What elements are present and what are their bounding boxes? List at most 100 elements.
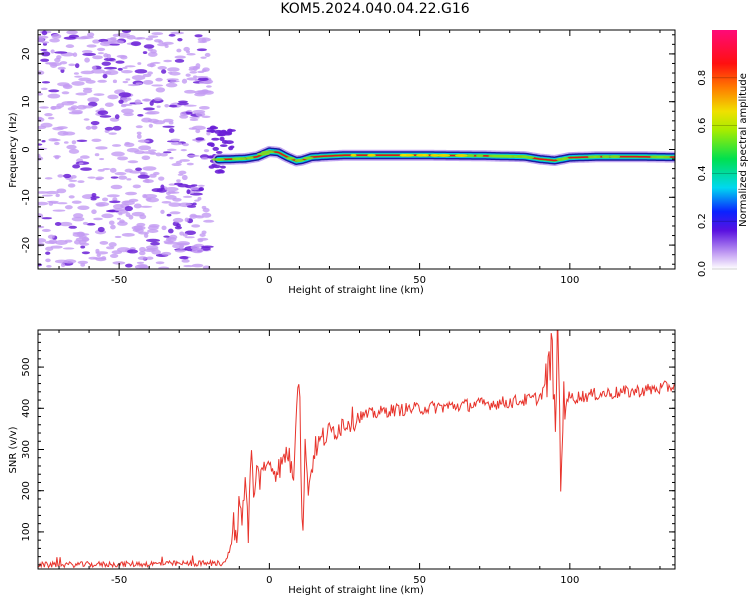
noise-speckle	[177, 102, 189, 106]
noise-speckle	[66, 30, 78, 35]
noise-speckle	[139, 205, 153, 208]
noise-speckle	[206, 131, 211, 136]
noise-speckle	[71, 200, 82, 204]
noise-speckle	[159, 152, 168, 157]
noise-speckle	[212, 146, 219, 151]
noise-speckle	[45, 258, 51, 263]
noise-speckle	[112, 79, 118, 84]
noise-speckle	[169, 211, 181, 215]
noise-speckle	[150, 241, 160, 246]
noise-speckle	[182, 143, 189, 147]
noise-speckle	[86, 222, 96, 226]
noise-speckle	[45, 251, 51, 255]
noise-speckle	[80, 263, 86, 267]
noise-speckle	[106, 194, 120, 198]
noise-speckle	[196, 48, 208, 52]
noise-speckle	[168, 202, 182, 207]
noise-speckle	[115, 60, 125, 64]
noise-speckle	[101, 256, 107, 260]
noise-speckle	[108, 209, 116, 213]
noise-speckle	[161, 201, 172, 204]
noise-speckle	[84, 57, 90, 63]
noise-speckle	[191, 224, 201, 228]
noise-speckle	[155, 77, 163, 82]
noise-speckle	[126, 178, 132, 181]
noise-speckle	[168, 183, 176, 186]
noise-speckle	[146, 238, 160, 243]
noise-speckle	[41, 194, 53, 197]
noise-speckle	[165, 82, 178, 88]
snr-panel: -50 0 50 100 100 200 300 400 500 Height of stra…	[8, 329, 676, 596]
figure-title: KOM5.2024.040.04.22.G16	[280, 1, 470, 17]
noise-speckle	[76, 139, 88, 143]
ridge-highlight	[454, 154, 469, 157]
noise-speckle	[204, 52, 211, 58]
noise-speckle	[62, 84, 71, 88]
noise-speckle	[102, 168, 111, 171]
colorbar-tick-label: 0.8	[697, 70, 708, 86]
noise-speckle	[117, 156, 129, 161]
noise-speckle	[146, 197, 160, 203]
noise-speckle	[91, 192, 97, 198]
noise-speckle	[117, 67, 123, 71]
noise-speckle	[192, 66, 198, 72]
noise-speckle	[207, 142, 214, 146]
noise-speckle	[108, 242, 117, 247]
x-tick-label: -50	[111, 575, 127, 586]
noise-speckle	[180, 149, 188, 152]
noise-speckle	[117, 247, 131, 253]
noise-speckle	[227, 129, 236, 132]
y-tick-label: -10	[21, 189, 32, 205]
y-tick-label: -20	[21, 237, 32, 253]
noise-speckle	[219, 144, 228, 148]
noise-speckle	[186, 162, 194, 166]
noise-speckle	[38, 242, 45, 247]
noise-speckle	[77, 260, 89, 265]
noise-speckle	[138, 250, 146, 256]
noise-speckle	[156, 105, 161, 108]
ridge-highlight	[524, 155, 535, 159]
noise-speckle	[222, 132, 232, 136]
noise-speckle	[95, 176, 105, 180]
noise-speckle	[171, 163, 182, 167]
snr-frame	[37, 329, 676, 570]
noise-speckle	[130, 41, 142, 47]
noise-speckle	[48, 62, 62, 67]
noise-speckle	[132, 184, 141, 189]
noise-speckle	[145, 37, 154, 41]
noise-speckle	[153, 97, 163, 102]
noise-speckle	[110, 184, 123, 190]
noise-speckle	[73, 213, 84, 219]
noise-speckle	[97, 79, 107, 83]
noise-speckle	[220, 165, 226, 169]
noise-speckle	[112, 33, 120, 37]
noise-speckle	[54, 155, 60, 160]
x-tick-label: 0	[266, 575, 272, 586]
noise-speckle	[97, 52, 105, 55]
noise-speckle	[101, 213, 114, 219]
snr-plot-area	[38, 330, 675, 569]
ridge-highlight	[211, 158, 225, 161]
noise-speckle	[177, 183, 189, 188]
noise-speckle	[164, 103, 170, 108]
noise-speckle	[202, 265, 211, 269]
noise-speckle	[178, 170, 187, 175]
noise-speckle	[74, 63, 80, 69]
noise-speckle	[93, 217, 103, 221]
noise-speckle	[85, 125, 92, 130]
noise-speckle	[71, 140, 77, 145]
noise-speckle	[206, 85, 212, 88]
noise-speckle	[102, 73, 108, 79]
noise-speckle	[206, 127, 215, 130]
noise-speckle	[54, 51, 68, 54]
noise-speckle	[181, 78, 188, 84]
noise-speckle	[38, 156, 44, 161]
x-tick-label: 100	[560, 275, 579, 286]
spectrogram-x-axis: -50 0 50 100	[58, 30, 661, 286]
noise-speckle	[142, 166, 157, 171]
noise-speckle	[118, 92, 132, 98]
noise-speckle	[147, 51, 158, 57]
colorbar-tick-label: 0.6	[697, 118, 708, 134]
noise-speckle	[125, 191, 138, 196]
